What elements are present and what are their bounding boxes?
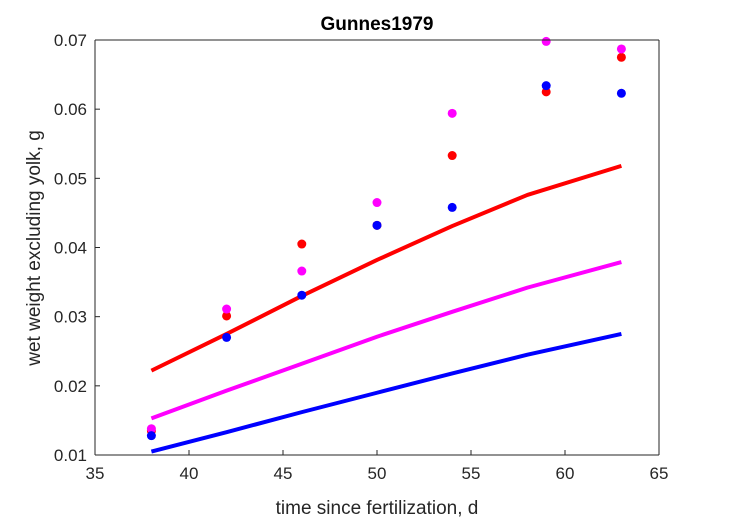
data-point-2 — [616, 88, 626, 98]
data-point-1 — [541, 36, 551, 46]
y-tick-label: 0.06 — [54, 100, 87, 119]
x-tick-label: 65 — [650, 464, 669, 483]
x-tick-label: 50 — [368, 464, 387, 483]
data-point-1 — [146, 424, 156, 434]
x-tick-label: 35 — [86, 464, 105, 483]
plot-background — [95, 40, 659, 455]
y-ticks: 0.01 0.02 0.03 0.04 0.05 0.06 0.07 — [54, 31, 100, 465]
data-point-2 — [541, 81, 551, 91]
x-tick-label: 55 — [462, 464, 481, 483]
x-ticks: 35 40 45 50 55 60 65 — [86, 450, 669, 483]
y-tick-label: 0.07 — [54, 31, 87, 50]
y-tick-label: 0.05 — [54, 169, 87, 188]
y-tick-label: 0.01 — [54, 446, 87, 465]
x-axis-label: time since fertilization, d — [276, 498, 479, 519]
data-point-2 — [372, 220, 382, 230]
data-point-1 — [297, 266, 307, 276]
y-tick-label: 0.03 — [54, 308, 87, 327]
data-point-1 — [222, 304, 232, 314]
x-tick-label: 60 — [556, 464, 575, 483]
data-point-1 — [372, 198, 382, 208]
x-tick-label: 40 — [180, 464, 199, 483]
y-tick-label: 0.02 — [54, 377, 87, 396]
data-points — [146, 36, 626, 441]
fit-line-1 — [150, 260, 622, 421]
data-point-0 — [297, 239, 307, 249]
fit-line-2 — [150, 332, 622, 454]
data-point-0 — [222, 311, 232, 321]
plot-area: 35 40 45 50 55 60 65 0.010.020.030.040.050.060… — [54, 31, 669, 483]
data-point-0 — [616, 52, 626, 62]
data-point-0 — [541, 87, 551, 97]
data-point-2 — [222, 332, 232, 342]
data-point-0 — [447, 151, 457, 161]
data-point-2 — [447, 202, 457, 212]
y-tick-label: 0.04 — [54, 239, 87, 258]
data-point-1 — [447, 108, 457, 118]
data-point-2 — [146, 431, 156, 441]
x-tick-label: 45 — [274, 464, 293, 483]
data-point-1 — [616, 44, 626, 54]
y-axis-label: wet weight excluding yolk, g — [24, 130, 45, 367]
chart-title: Gunnes1979 — [321, 14, 434, 35]
data-point-2 — [297, 290, 307, 300]
